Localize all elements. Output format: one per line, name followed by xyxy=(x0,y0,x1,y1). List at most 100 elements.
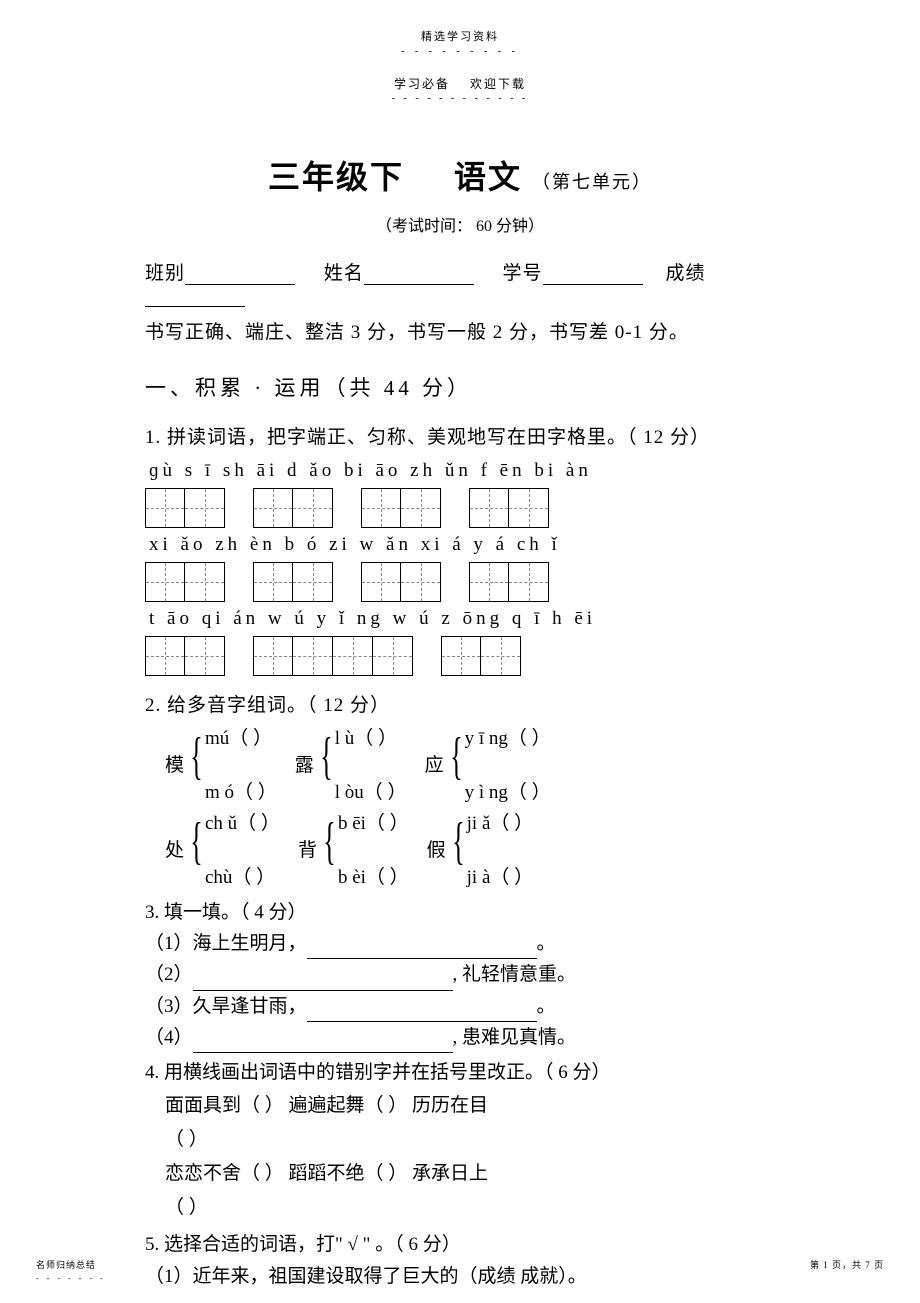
blank-name[interactable] xyxy=(364,267,474,285)
q3-l3-pre: （3）久旱逢甘雨， xyxy=(145,996,307,1017)
q1-text: 1. 拼读词语，把字端正、匀称、美观地写在田字格里。（ 12 分） xyxy=(145,422,775,454)
tian-cell[interactable] xyxy=(253,636,293,676)
tian-cell[interactable] xyxy=(469,488,509,528)
polyphone-char: 模 xyxy=(165,750,184,777)
tian-cell[interactable] xyxy=(373,636,413,676)
tian-cell[interactable] xyxy=(293,488,333,528)
poly-row-1: mú（ ）模 { m ó（ ） l ù（ ）露 { l òu（ ） y ī ng（ ）应 { y… xyxy=(165,723,775,804)
q1-pinyin-2: xi ǎo zh èn b ó zi w ǎn xi á y á ch ǐ xyxy=(149,534,775,556)
brace-icon: { xyxy=(450,747,462,767)
tian-group xyxy=(253,636,413,676)
polyphone-char: 露 xyxy=(295,750,314,777)
tian-cell[interactable] xyxy=(509,562,549,602)
q3-blank-1[interactable] xyxy=(307,941,537,959)
tian-row-2 xyxy=(145,562,775,602)
q3-blank-3[interactable] xyxy=(307,1004,537,1022)
polyphone-option-a[interactable]: y ī ng（ ） xyxy=(425,723,551,750)
polyphone-option-b[interactable]: l òu（ ） xyxy=(295,777,407,804)
tian-cell[interactable] xyxy=(185,636,225,676)
tian-cell[interactable] xyxy=(145,636,185,676)
polyphone-block: ji ǎ（ ）假{ji à（ ） xyxy=(427,808,534,889)
tian-row-1 xyxy=(145,488,775,528)
exam-time: （考试时间： 60 分钟） xyxy=(145,212,775,236)
polyphone-option-a[interactable]: b ēi（ ） xyxy=(298,808,409,835)
tian-cell[interactable] xyxy=(185,488,225,528)
q3-line-2: （2）, 礼轻情意重。 xyxy=(145,959,775,990)
blank-sid[interactable] xyxy=(543,267,643,285)
q5-text: 5. 选择合适的词语，打" √ " 。（ 6 分） xyxy=(145,1229,775,1260)
tian-group xyxy=(145,488,225,528)
polyphone-option-b[interactable]: b èi（ ） xyxy=(298,862,409,889)
q3-l4-pre: （4） xyxy=(145,1027,193,1048)
tian-cell[interactable] xyxy=(469,562,509,602)
tian-cell[interactable] xyxy=(481,636,521,676)
scoring-note: 书写正确、端庄、整洁 3 分，书写一般 2 分，书写差 0-1 分。 xyxy=(145,317,775,344)
label-score: 成绩 xyxy=(666,263,706,284)
tian-cell[interactable] xyxy=(145,562,185,602)
blank-score[interactable] xyxy=(145,289,245,307)
tian-cell[interactable] xyxy=(333,636,373,676)
tian-group xyxy=(361,562,441,602)
tian-group xyxy=(145,562,225,602)
polyphone-option-b[interactable]: ji à（ ） xyxy=(427,862,534,889)
polyphone-option-b[interactable]: m ó（ ） xyxy=(165,777,277,804)
footer-right: 第 1 页，共 7 页 xyxy=(810,1258,884,1271)
brace-icon: { xyxy=(323,832,335,852)
q3-line-1: （1）海上生明月，。 xyxy=(145,928,775,959)
tian-cell[interactable] xyxy=(185,562,225,602)
polyphone-option-b[interactable]: y ì ng（ ） xyxy=(425,777,551,804)
tian-cell[interactable] xyxy=(145,488,185,528)
header-sub: 学习必备 欢迎下载 xyxy=(0,75,920,92)
tian-group xyxy=(361,488,441,528)
polyphone-option-a[interactable]: ch ǔ（ ） xyxy=(165,808,280,835)
tian-group xyxy=(469,562,549,602)
tian-group xyxy=(253,488,333,528)
blank-class[interactable] xyxy=(185,267,295,285)
q3-l3-tail: 。 xyxy=(537,996,556,1017)
q5-line-1: （1）近年来，祖国建设取得了巨大的（成绩 成就）。 xyxy=(145,1261,775,1292)
tian-cell[interactable] xyxy=(253,562,293,602)
tian-cell[interactable] xyxy=(293,562,333,602)
header-sub-line: - - - - - - - - - - - - xyxy=(0,93,920,104)
section-1-heading: 一、积累 · 运用（共 44 分） xyxy=(145,372,775,402)
info-line: 班别 姓名 学号 成绩 xyxy=(145,258,775,307)
polyphone-option-a[interactable]: l ù（ ） xyxy=(295,723,407,750)
polyphone-option-a[interactable]: mú（ ） xyxy=(165,723,277,750)
q3-l1-pre: （1）海上生明月， xyxy=(145,933,307,954)
header-dots: - - - - - - - - - xyxy=(0,46,920,57)
tian-cell[interactable] xyxy=(509,488,549,528)
tian-cell[interactable] xyxy=(361,562,401,602)
label-sid: 学号 xyxy=(503,263,543,284)
brace-icon: { xyxy=(190,747,202,767)
q4-row-1: 面面具到（ ） 遍遍起舞（ ） 历历在目 xyxy=(145,1089,775,1123)
brace-icon: { xyxy=(190,832,202,852)
polyphone-char: 假 xyxy=(427,835,446,862)
footer-left: 名师归纳总结 xyxy=(36,1258,96,1271)
page-title: 三年级下 语文 （第七单元） xyxy=(145,152,775,198)
brace-icon: { xyxy=(320,747,332,767)
title-left: 三年级下 xyxy=(268,159,404,195)
tian-group xyxy=(253,562,333,602)
tian-group xyxy=(469,488,549,528)
polyphone-option-b[interactable]: chù（ ） xyxy=(165,862,280,889)
tian-cell[interactable] xyxy=(441,636,481,676)
q2-text: 2. 给多音字组词。（ 12 分） xyxy=(145,690,775,722)
title-right: 语文 xyxy=(454,159,522,195)
q1-pinyin-1: ɡù s ī sh āi d ǎo bi āo zh ǔn f ēn bi àn xyxy=(149,460,775,482)
tian-group xyxy=(145,636,225,676)
polyphone-block: mú（ ）模 { m ó（ ） xyxy=(165,723,277,804)
polyphone-char: 处 xyxy=(165,835,184,862)
header-sub-left: 学习必备 xyxy=(394,77,450,91)
header-top: 精选学习资料 xyxy=(0,0,920,44)
polyphone-option-a[interactable]: ji ǎ（ ） xyxy=(427,808,534,835)
q4-row-2b: （ ） xyxy=(145,1191,775,1225)
q4-row-1b: （ ） xyxy=(145,1123,775,1157)
tian-cell[interactable] xyxy=(401,562,441,602)
polyphone-char: 应 xyxy=(425,750,444,777)
q3-blank-4[interactable] xyxy=(193,1035,453,1053)
tian-cell[interactable] xyxy=(401,488,441,528)
tian-cell[interactable] xyxy=(293,636,333,676)
tian-cell[interactable] xyxy=(253,488,293,528)
tian-cell[interactable] xyxy=(361,488,401,528)
q3-blank-2[interactable] xyxy=(193,973,453,991)
